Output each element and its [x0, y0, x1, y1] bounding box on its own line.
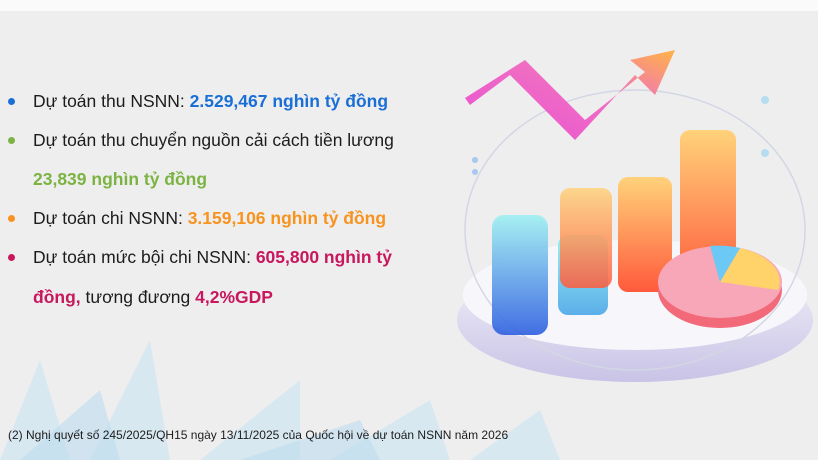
background-light-rays [0, 340, 560, 460]
gdp-value: 4,2%GDP [195, 287, 273, 307]
item-label: Dự toán thu chuyển nguồn cải cách tiền l… [33, 130, 394, 150]
item-value: 23,839 nghìn tỷ đồng [33, 169, 208, 189]
item-label: tương đương [80, 287, 196, 307]
item-label: Dự toán mức bội chi NSNN: [33, 247, 256, 267]
bullet-icon [8, 137, 15, 144]
item-value: 2.529,467 nghìn tỷ đồng [189, 91, 389, 111]
top-strip [0, 0, 818, 11]
item-value: 605,800 nghìn tỷ [255, 247, 392, 267]
item-label: Dự toán thu NSNN: [33, 91, 190, 111]
item-label: Dự toán chi NSNN: [33, 208, 188, 228]
item-value: đồng, [33, 287, 81, 307]
chart-illustration-icon [457, 50, 813, 382]
bullet-icon [8, 98, 15, 105]
bullet-icon [8, 254, 15, 261]
item-value: 3.159,106 nghìn tỷ đồng [187, 208, 387, 228]
footnote: (2) Nghị quyết số 245/2025/QH15 ngày 13/… [8, 428, 509, 442]
bullet-icon [8, 215, 15, 222]
